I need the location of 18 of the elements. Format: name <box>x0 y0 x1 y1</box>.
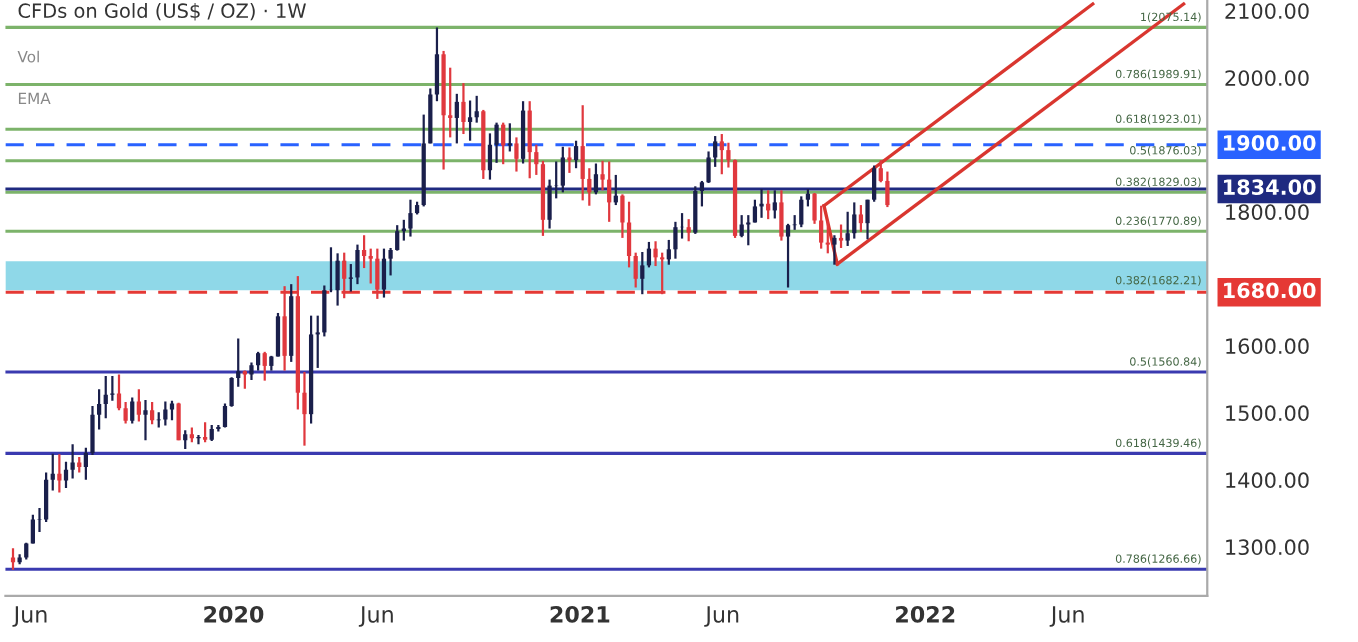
x-tick-label: 2022 <box>896 605 955 623</box>
y-tick-label: 1800.00 <box>1226 204 1309 220</box>
x-tick-label: 2020 <box>204 605 264 623</box>
y-tick-label: 1300.00 <box>1226 539 1309 556</box>
y-tick-label: 1600.00 <box>1226 338 1309 355</box>
x-tick-label: Jun <box>704 606 739 627</box>
ref-line-label: 1834.00 <box>1224 179 1316 196</box>
ref-line-label: 1680.00 <box>1224 282 1316 299</box>
x-tick-label: Jun <box>1049 606 1084 627</box>
x-tick-label: 2021 <box>550 605 610 623</box>
y-tick-label: 2100.00 <box>1225 3 1309 19</box>
y-tick-label: 2000.00 <box>1225 70 1309 86</box>
y-tick-label: 1400.00 <box>1226 472 1309 489</box>
y-tick-label: 1500.00 <box>1226 405 1309 422</box>
x-tick-label: Jun <box>358 606 393 627</box>
ref-line-label: 1900.00 <box>1224 135 1316 151</box>
chart-title: CFDs on Gold (US$ / OZ) · 1W <box>18 2 306 21</box>
x-tick-label: Jun <box>12 606 47 627</box>
